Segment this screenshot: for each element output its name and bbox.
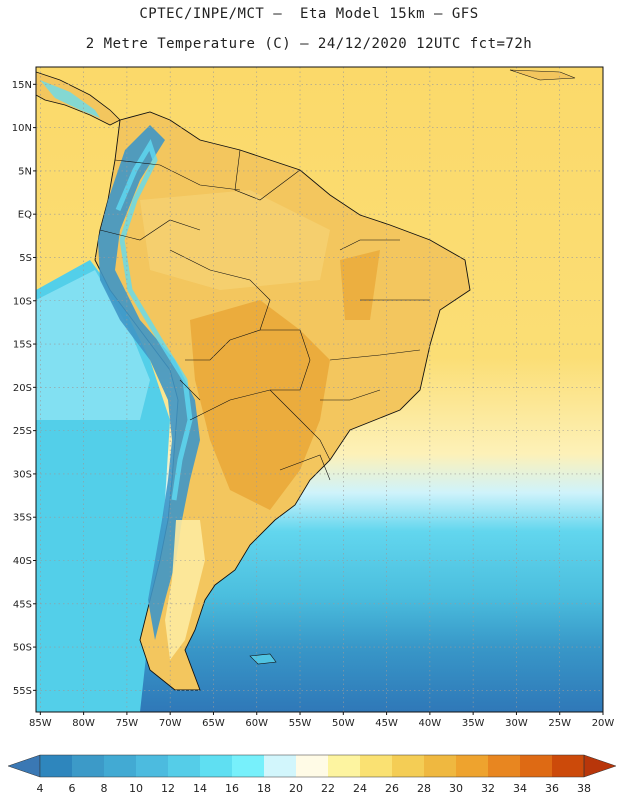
lon-tick-label: 60W (245, 718, 268, 729)
colorbar-label: 36 (545, 782, 559, 795)
colorbar-swatch (232, 755, 265, 777)
colorbar-label: 12 (161, 782, 175, 795)
colorbar-swatch (200, 755, 233, 777)
map-grid (36, 67, 603, 712)
lon-tick-label: 30W (505, 718, 528, 729)
colorbar-label: 22 (321, 782, 335, 795)
lon-tick-label: 55W (289, 718, 312, 729)
colorbar-swatch (104, 755, 137, 777)
colorbar-swatch (40, 755, 73, 777)
lat-tick-label: 15S (13, 340, 32, 351)
lon-tick-label: 85W (29, 718, 52, 729)
lon-tick-label: 80W (72, 718, 95, 729)
lat-tick-label: 45S (13, 599, 32, 610)
lat-tick-label: 10N (12, 123, 32, 134)
lon-tick-label: 25W (548, 718, 571, 729)
colorbar-swatch (328, 755, 361, 777)
colorbar-label: 38 (577, 782, 591, 795)
colorbar-swatch (424, 755, 457, 777)
pacific-coastal-band (36, 270, 150, 420)
andes-mid-band (115, 139, 193, 501)
hot-core-region (190, 300, 330, 510)
hot-core-region-north (340, 250, 380, 320)
lat-tick-label: 5S (19, 253, 32, 264)
lon-tick-label: 40W (419, 718, 442, 729)
colorbar-swatch (296, 755, 329, 777)
colorbar-swatch (520, 755, 553, 777)
colorbar-label: 8 (101, 782, 108, 795)
patagonia-region (165, 520, 205, 660)
colorbar-swatch (392, 755, 425, 777)
latitude-axis: 15N 10N 5N EQ 5S 10S 15S 20S 25S 30S 35S 40S 45S 50S 5… (12, 80, 36, 697)
colorbar-label: 24 (353, 782, 367, 795)
lat-tick-label: EQ (18, 210, 32, 221)
lat-tick-label: 5N (18, 166, 32, 177)
colorbar-label: 10 (129, 782, 143, 795)
colorbar-label: 16 (225, 782, 239, 795)
lon-tick-label: 75W (116, 718, 139, 729)
colorbar-label: 6 (69, 782, 76, 795)
lon-tick-label: 35W (462, 718, 485, 729)
lon-tick-label: 20W (592, 718, 615, 729)
map-title-variable: 2 Metre Temperature (C) – 24/12/2020 12U… (85, 36, 533, 52)
lat-tick-label: 20S (13, 383, 32, 394)
lat-tick-label: 40S (13, 556, 32, 567)
lat-tick-label: 55S (13, 686, 32, 697)
central-america-highlands (40, 80, 100, 118)
colorbar-swatch (72, 755, 105, 777)
colorbar-label: 32 (481, 782, 495, 795)
lat-tick-label: 35S (13, 513, 32, 524)
colorbar-swatch (168, 755, 201, 777)
amazon-region (140, 190, 330, 290)
map-field (36, 67, 603, 712)
colorbar-swatch (488, 755, 521, 777)
colorbar-label: 34 (513, 782, 527, 795)
lon-tick-label: 45W (375, 718, 398, 729)
colorbar-label: 4 (37, 782, 44, 795)
colorbar-label: 30 (449, 782, 463, 795)
lon-tick-label: 50W (332, 718, 355, 729)
colorbar-label: 26 (385, 782, 399, 795)
colorbar-swatch (360, 755, 393, 777)
lat-tick-label: 15N (12, 80, 32, 91)
colorbar-label: 28 (417, 782, 431, 795)
country-borders (99, 149, 430, 481)
longitude-axis: 85W 80W 75W 70W 65W 60W 55W 50W 45W 40W 35W 30W 25W 2… (29, 712, 614, 729)
colorbar-outline (39, 754, 585, 778)
map-title-model: CPTEC/INPE/MCT – Eta Model 15km – GFS (139, 6, 479, 22)
caribbean-island (509, 69, 576, 81)
lon-tick-label: 65W (202, 718, 225, 729)
lon-tick-label: 70W (159, 718, 182, 729)
colorbar-label: 18 (257, 782, 271, 795)
colorbar-label: 14 (193, 782, 207, 795)
colorbar-swatch (264, 755, 297, 777)
temperature-colorbar: 4 6 8 10 12 14 16 18 20 22 24 26 28 30 32 34 36 38 (7, 754, 617, 795)
colorbar-swatch (456, 755, 489, 777)
lat-tick-label: 10S (13, 296, 32, 307)
lat-tick-label: 50S (13, 643, 32, 654)
map-frame (35, 66, 604, 713)
andes-cold-strip (98, 125, 200, 640)
colorbar-swatch (136, 755, 169, 777)
colorbar-swatch (552, 755, 585, 777)
lat-tick-label: 30S (13, 469, 32, 480)
colorbar-label: 20 (289, 782, 303, 795)
lat-tick-label: 25S (13, 426, 32, 437)
colorbar-min-arrow (7, 754, 41, 778)
colorbar-max-arrow (583, 754, 617, 778)
